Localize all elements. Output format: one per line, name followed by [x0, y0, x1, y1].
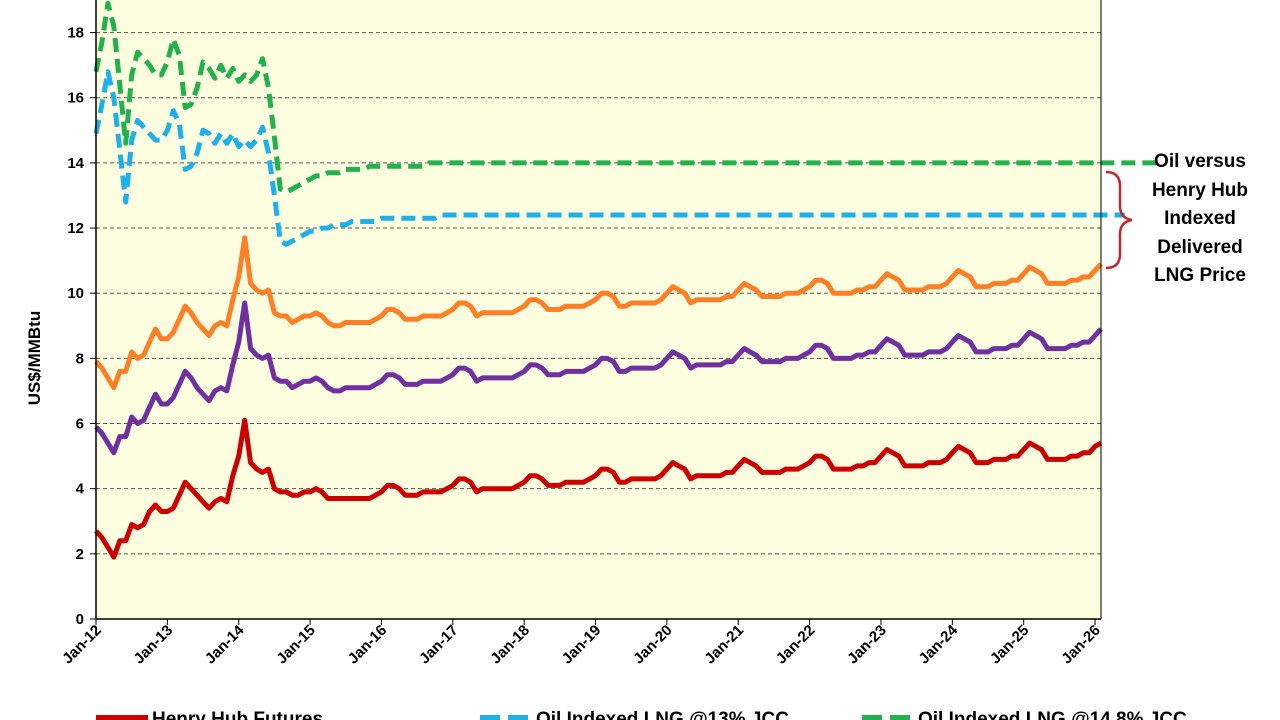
x-tick-label: Jan-22	[773, 622, 819, 668]
x-tick-label: Jan-14	[202, 621, 248, 667]
x-tick-label: Jan-23	[844, 622, 890, 668]
legend-label: Oil Indexed LNG @14.8% JCC	[918, 709, 1187, 720]
y-tick-label: 6	[76, 416, 84, 433]
x-tick-label: Jan-24	[916, 621, 962, 667]
x-tick-label: Jan-17	[416, 622, 462, 668]
annotation-oil-vs-henry-hub: Oil versus Henry Hub Indexed Delivered L…	[1140, 148, 1260, 291]
x-tick-label: Jan-26	[1058, 622, 1104, 668]
series-lines: Henry Hub FuturesHenry Hub Indexed LNG (…	[93, 0, 1161, 560]
y-tick-label: 18	[67, 25, 84, 42]
y-tick-label: 14	[67, 155, 84, 172]
x-tick-label: Jan-15	[273, 622, 319, 668]
x-tick-label: Jan-21	[701, 622, 747, 668]
series-line: Henry Hub Indexed LNG (Europe)	[94, 235, 1103, 391]
annotation-line: Oil versus	[1154, 151, 1246, 172]
series-line: Henry Hub Indexed LNG (Asia)	[94, 300, 1103, 456]
annotation-line: LNG Price	[1154, 265, 1246, 286]
y-tick-label: 16	[67, 90, 84, 107]
y-axis-ticks: 0 2 4 6 8 10 12 14 16 18	[67, 25, 96, 628]
legend-label: Henry Hub Futures	[152, 709, 323, 720]
y-tick-label: 8	[76, 350, 84, 367]
series-line: Henry Hub Futures	[94, 417, 1103, 560]
annotation-brace	[1105, 170, 1133, 270]
plot-frame	[95, 0, 1102, 620]
y-tick-label: 2	[76, 546, 84, 563]
y-tick-label: 0	[76, 611, 84, 628]
x-tick-label: Jan-13	[131, 622, 177, 668]
x-tick-label: Jan-20	[630, 622, 676, 668]
y-axis-label: US$/MMBtu	[25, 311, 44, 405]
y-tick-label: 4	[76, 481, 85, 498]
x-tick-label: Jan-19	[559, 622, 605, 668]
annotation-line: Delivered	[1157, 236, 1243, 258]
annotation-line: Indexed	[1164, 208, 1236, 229]
series-line: Oil Indexed LNG @13% JCC	[93, 69, 1125, 247]
y-tick-label: 10	[67, 285, 84, 302]
plot-area	[96, 0, 1101, 619]
series-line: Oil Indexed LNG @14.8% JCC	[93, 0, 1161, 195]
legend: Henry Hub Futures Oil Indexed LNG @13% JC…	[96, 709, 1187, 720]
x-tick-label: Jan-18	[487, 622, 533, 668]
x-tick-label: Jan-16	[345, 622, 391, 668]
x-axis-ticks: Jan-12 Jan-13 Jan-14 Jan-15 Jan-16 Jan-17 Jan-…	[59, 619, 1104, 667]
annotation-line: Henry Hub	[1151, 179, 1249, 201]
legend-label: Oil Indexed LNG @13% JCC	[536, 709, 789, 720]
x-tick-label: Jan-25	[987, 622, 1033, 668]
x-tick-label: Jan-12	[59, 622, 105, 668]
y-tick-label: 12	[67, 220, 84, 237]
